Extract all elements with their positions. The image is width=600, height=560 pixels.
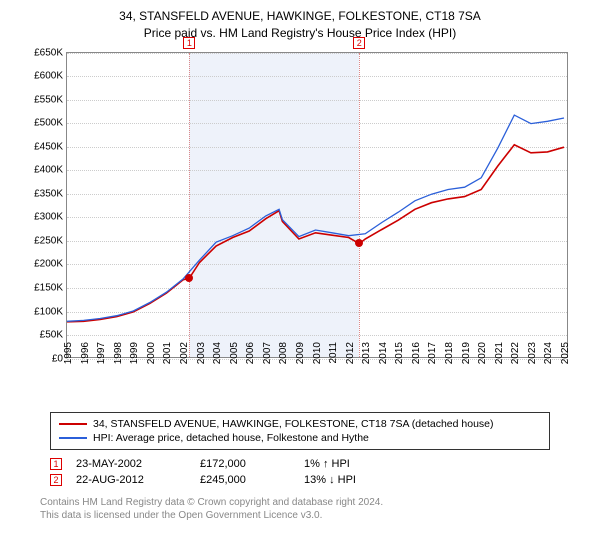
ytick-label: £600K — [34, 71, 67, 82]
sale-row-diff: 13% ↓ HPI — [304, 474, 414, 486]
ytick-label: £200K — [34, 259, 67, 270]
legend-swatch — [59, 437, 87, 439]
legend-row: HPI: Average price, detached house, Folk… — [59, 431, 541, 445]
title-block: 34, STANSFELD AVENUE, HAWKINGE, FOLKESTO… — [4, 8, 596, 42]
line-series-svg — [67, 53, 569, 359]
sale-row-diff: 1% ↑ HPI — [304, 458, 414, 470]
sale-row-date: 23-MAY-2002 — [76, 458, 186, 470]
sale-row: 1 23-MAY-2002 £172,000 1% ↑ HPI — [50, 456, 550, 472]
ytick-label: £250K — [34, 235, 67, 246]
ytick-label: £650K — [34, 47, 67, 58]
legend: 34, STANSFELD AVENUE, HAWKINGE, FOLKESTO… — [50, 412, 550, 450]
sale-row-price: £245,000 — [200, 474, 290, 486]
sale-marker-dot — [185, 274, 193, 282]
legend-label: 34, STANSFELD AVENUE, HAWKINGE, FOLKESTO… — [93, 418, 494, 430]
sale-row-date: 22-AUG-2012 — [76, 474, 186, 486]
ytick-label: £300K — [34, 212, 67, 223]
ytick-label: £150K — [34, 282, 67, 293]
series-property — [67, 144, 564, 321]
legend-label: HPI: Average price, detached house, Folk… — [93, 432, 369, 444]
ytick-label: £450K — [34, 141, 67, 152]
ytick-label: £50K — [40, 330, 67, 341]
sale-row: 2 22-AUG-2012 £245,000 13% ↓ HPI — [50, 472, 550, 488]
sale-marker-box: 1 — [183, 37, 195, 49]
sales-table: 1 23-MAY-2002 £172,000 1% ↑ HPI 2 22-AUG-2012… — [50, 456, 550, 488]
footer-line-1: Contains HM Land Registry data © Crown c… — [40, 496, 560, 509]
ytick-label: £350K — [34, 188, 67, 199]
ytick-label: £100K — [34, 306, 67, 317]
title-line-1: 34, STANSFELD AVENUE, HAWKINGE, FOLKESTO… — [4, 8, 596, 25]
ytick-label: £500K — [34, 118, 67, 129]
footer-line-2: This data is licensed under the Open Gov… — [40, 509, 560, 522]
legend-row: 34, STANSFELD AVENUE, HAWKINGE, FOLKESTO… — [59, 417, 541, 431]
sale-row-marker: 2 — [50, 474, 62, 486]
figure-container: 34, STANSFELD AVENUE, HAWKINGE, FOLKESTO… — [0, 0, 600, 526]
sale-marker-dot — [355, 239, 363, 247]
footer: Contains HM Land Registry data © Crown c… — [40, 496, 560, 522]
ytick-label: £400K — [34, 165, 67, 176]
ytick-label: £550K — [34, 94, 67, 105]
chart: £0£50K£100K£150K£200K£250K£300K£350K£400… — [20, 48, 580, 408]
sale-row-marker: 1 — [50, 458, 62, 470]
sale-row-price: £172,000 — [200, 458, 290, 470]
title-line-2: Price paid vs. HM Land Registry's House … — [4, 25, 596, 42]
plot-area: £0£50K£100K£150K£200K£250K£300K£350K£400… — [66, 52, 568, 358]
legend-swatch — [59, 423, 87, 425]
sale-marker-box: 2 — [353, 37, 365, 49]
series-hpi — [67, 115, 564, 321]
